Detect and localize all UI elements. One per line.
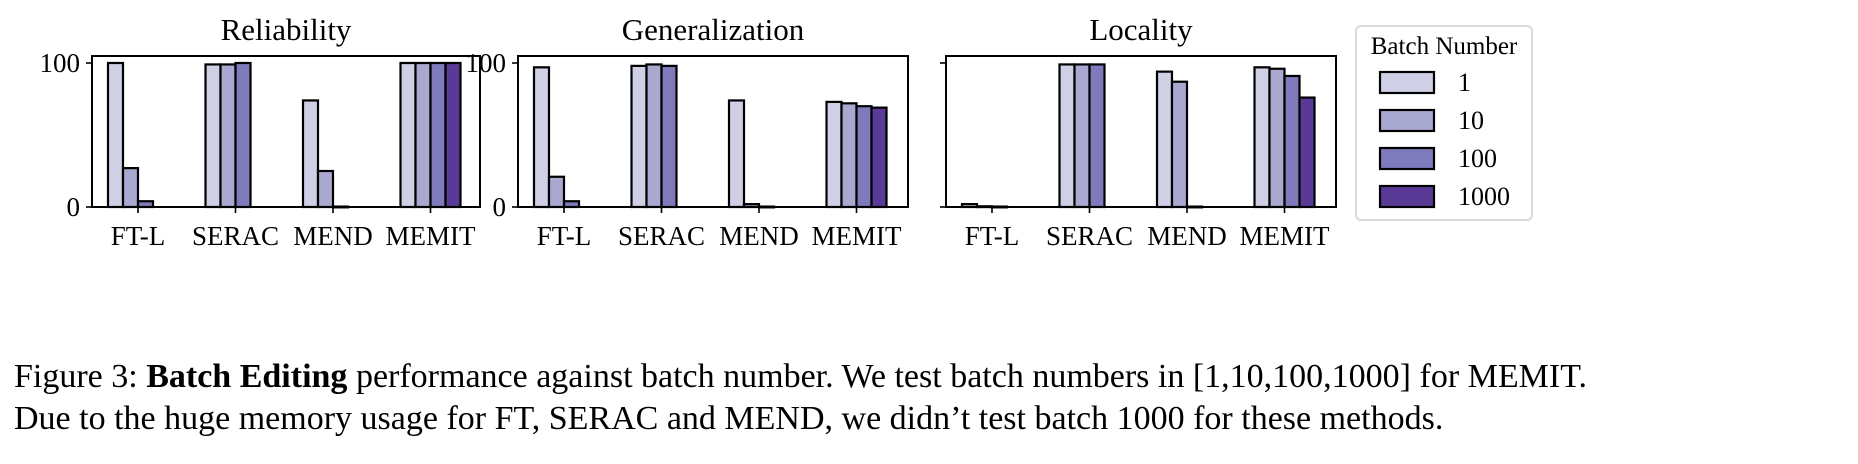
bar-mend-batch-1: [1155, 70, 1174, 209]
bar-mend-batch-10: [316, 169, 335, 209]
y-tick-label: 0: [493, 192, 507, 222]
legend: Batch Number 1 10 100 1000: [1355, 25, 1533, 221]
bar-serac-batch-100: [660, 64, 678, 209]
bar-serac-batch-1: [204, 63, 222, 209]
bar-memit-batch-100: [1283, 74, 1301, 209]
legend-title: Batch Number: [1371, 33, 1518, 60]
bar-memit-batch-1000: [870, 106, 888, 209]
legend-label-1: 1: [1458, 68, 1471, 97]
x-tick-label: FT-L: [537, 221, 592, 251]
bar-serac-batch-100: [1088, 63, 1106, 209]
caption-line1-rest: performance against batch number. We tes…: [347, 358, 1587, 395]
bar-memit-batch-1000: [444, 61, 462, 209]
x-tick-label: MEND: [719, 221, 799, 251]
x-tick-label: FT-L: [965, 221, 1020, 251]
legend-swatch-100: [1378, 146, 1436, 171]
y-tick-label: 100: [466, 48, 507, 78]
x-tick-label: SERAC: [618, 221, 705, 251]
bar-ft-l-batch-10: [121, 167, 140, 209]
bar-serac-batch-10: [645, 63, 663, 209]
bar-ft-l-batch-1: [532, 66, 551, 209]
y-tick-label: 0: [67, 192, 81, 222]
legend-label-10: 10: [1458, 106, 1484, 135]
x-tick-label: SERAC: [1046, 221, 1133, 251]
chart-title: Reliability: [221, 12, 352, 47]
bar-serac-batch-10: [219, 63, 237, 209]
x-tick-label: MEND: [1147, 221, 1227, 251]
bar-mend-batch-1: [301, 99, 320, 209]
y-tick-label: 100: [40, 48, 81, 78]
bar-ft-l-batch-1: [106, 61, 125, 209]
caption-bold: Batch Editing: [146, 358, 348, 395]
x-tick-label: MEMIT: [386, 221, 476, 251]
caption-line-2: Due to the huge memory usage for FT, SER…: [14, 400, 1444, 437]
plot-frame: [945, 55, 1337, 208]
bar-memit-batch-1: [399, 61, 417, 209]
x-tick-label: SERAC: [192, 221, 279, 251]
bar-memit-batch-1: [825, 100, 843, 209]
caption-prefix: Figure 3:: [14, 358, 147, 395]
legend-label-100: 100: [1458, 144, 1497, 173]
bar-serac-batch-10: [1073, 63, 1091, 209]
plot-frame: [91, 55, 481, 208]
bar-memit-batch-10: [840, 102, 858, 209]
figure-caption: Figure 3: Batch Editing performance agai…: [14, 356, 1854, 440]
bar-mend-batch-1: [727, 99, 746, 209]
bar-mend-batch-10: [1170, 80, 1189, 209]
bar-memit-batch-1000: [1298, 96, 1316, 209]
chart-panel-locality: Locality FT-L SERAC MEND MEMIT: [940, 12, 1337, 251]
chart-title: Generalization: [622, 12, 805, 47]
bar-serac-batch-1: [1058, 63, 1076, 209]
bar-serac-batch-100: [234, 61, 252, 209]
x-tick-label: MEMIT: [812, 221, 902, 251]
chart-panel-reliability: Reliability FT-L SERAC MEND MEMIT 0 100: [40, 12, 481, 251]
x-tick-label: FT-L: [111, 221, 166, 251]
legend-swatch-1: [1378, 70, 1436, 95]
caption-line-1: Figure 3: Batch Editing performance agai…: [14, 356, 1854, 398]
plot-frame: [517, 55, 909, 208]
bar-memit-batch-10: [414, 61, 432, 209]
bar-serac-batch-1: [630, 64, 648, 209]
bar-ft-l-batch-10: [547, 175, 566, 209]
chart-panel-generalization: Generalization FT-L SERAC MEND MEMIT 0 100: [466, 12, 909, 251]
legend-swatch-1000: [1378, 184, 1436, 209]
bar-memit-batch-100: [429, 61, 447, 209]
x-tick-label: MEMIT: [1240, 221, 1330, 251]
bar-memit-batch-10: [1268, 67, 1286, 209]
legend-swatch-10: [1378, 108, 1436, 133]
bar-memit-batch-1: [1253, 66, 1271, 209]
x-tick-label: MEND: [293, 221, 373, 251]
legend-label-1000: 1000: [1458, 182, 1510, 211]
bar-memit-batch-100: [855, 105, 873, 209]
chart-title: Locality: [1089, 12, 1193, 47]
